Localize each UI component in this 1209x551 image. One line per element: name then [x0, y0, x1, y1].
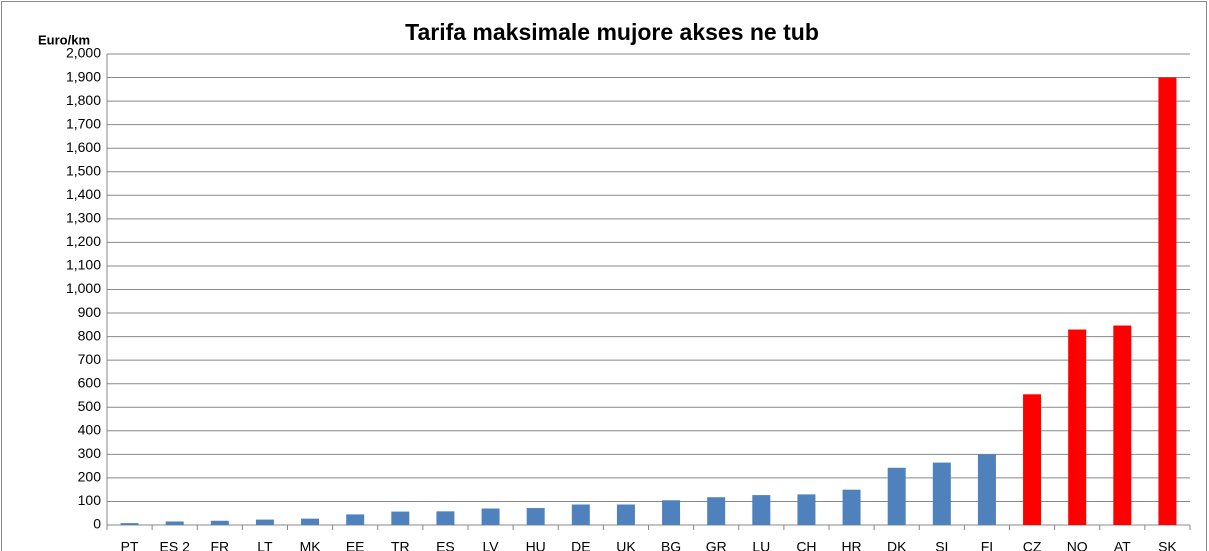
- x-tick-label: CH: [796, 539, 816, 551]
- y-tick-label: 1,400: [66, 186, 101, 202]
- bar: [1068, 329, 1087, 525]
- x-tick-label: HR: [841, 539, 861, 551]
- x-tick-label: SK: [1158, 539, 1177, 551]
- bar: [842, 489, 861, 525]
- bar: [571, 504, 590, 525]
- chart-title: Tarifa maksimale mujore akses ne tub: [405, 19, 819, 45]
- y-tick-label: 2,000: [66, 45, 101, 61]
- y-tick-label: 1,700: [66, 115, 101, 131]
- x-tick-label: ES 2: [160, 539, 191, 551]
- y-tick-label: 1,300: [66, 210, 101, 226]
- bar: [707, 497, 726, 525]
- y-tick-label: 1,900: [66, 68, 101, 84]
- y-tick-label: 700: [78, 351, 102, 367]
- x-tick-label: GR: [706, 539, 727, 551]
- bar: [391, 511, 410, 525]
- y-tick-label: 500: [78, 398, 102, 414]
- x-tick-label: CZ: [1023, 539, 1042, 551]
- bar: [1113, 325, 1132, 525]
- bar: [301, 518, 320, 525]
- y-tick-label: 0: [93, 516, 101, 532]
- y-tick-label: 100: [78, 492, 102, 508]
- y-tick-label: 900: [78, 304, 102, 320]
- x-tick-label: HU: [526, 539, 546, 551]
- x-tick-label: PT: [121, 539, 139, 551]
- bar: [662, 500, 681, 525]
- bar: [1158, 77, 1177, 526]
- bar: [436, 511, 455, 525]
- y-tick-label: 300: [78, 445, 102, 461]
- y-axis-label: Euro/km: [38, 32, 90, 47]
- x-tick-label: TR: [391, 539, 410, 551]
- bar: [346, 514, 365, 525]
- x-tick-label: DK: [887, 539, 907, 551]
- x-tick-label: ES: [436, 539, 455, 551]
- bar: [120, 523, 139, 525]
- y-tick-label: 1,200: [66, 233, 101, 249]
- bar: [752, 495, 771, 525]
- bar: [932, 462, 951, 525]
- bar: [797, 494, 816, 525]
- y-tick-label: 400: [78, 422, 102, 438]
- y-tick-label: 1,000: [66, 280, 101, 296]
- x-tick-label: NO: [1067, 539, 1088, 551]
- x-tick-label: EE: [346, 539, 365, 551]
- x-tick-label: FI: [981, 539, 993, 551]
- x-tick-label: LV: [483, 539, 500, 551]
- y-tick-label: 1,800: [66, 92, 101, 108]
- bar: [526, 508, 545, 525]
- bar: [481, 508, 500, 525]
- y-tick-label: 1,100: [66, 257, 101, 273]
- x-tick-label: FR: [210, 539, 229, 551]
- y-tick-label: 1,500: [66, 162, 101, 178]
- x-tick-label: LT: [257, 539, 273, 551]
- bar: [1023, 394, 1042, 525]
- x-tick-label: UK: [616, 539, 636, 551]
- bar: [887, 467, 906, 525]
- y-tick-label: 600: [78, 374, 102, 390]
- bar: [210, 520, 229, 525]
- x-tick-label: LU: [752, 539, 770, 551]
- x-tick-label: BG: [661, 539, 681, 551]
- y-tick-label: 800: [78, 327, 102, 343]
- x-tick-label: SI: [935, 539, 948, 551]
- x-tick-label: DE: [571, 539, 590, 551]
- y-tick-label: 200: [78, 469, 102, 485]
- bar: [165, 521, 184, 525]
- x-tick-label: MK: [300, 539, 322, 551]
- bar: [977, 454, 996, 525]
- bar: [616, 504, 635, 525]
- x-tick-label: AT: [1114, 539, 1131, 551]
- y-tick-label: 1,600: [66, 139, 101, 155]
- bar: [255, 519, 274, 525]
